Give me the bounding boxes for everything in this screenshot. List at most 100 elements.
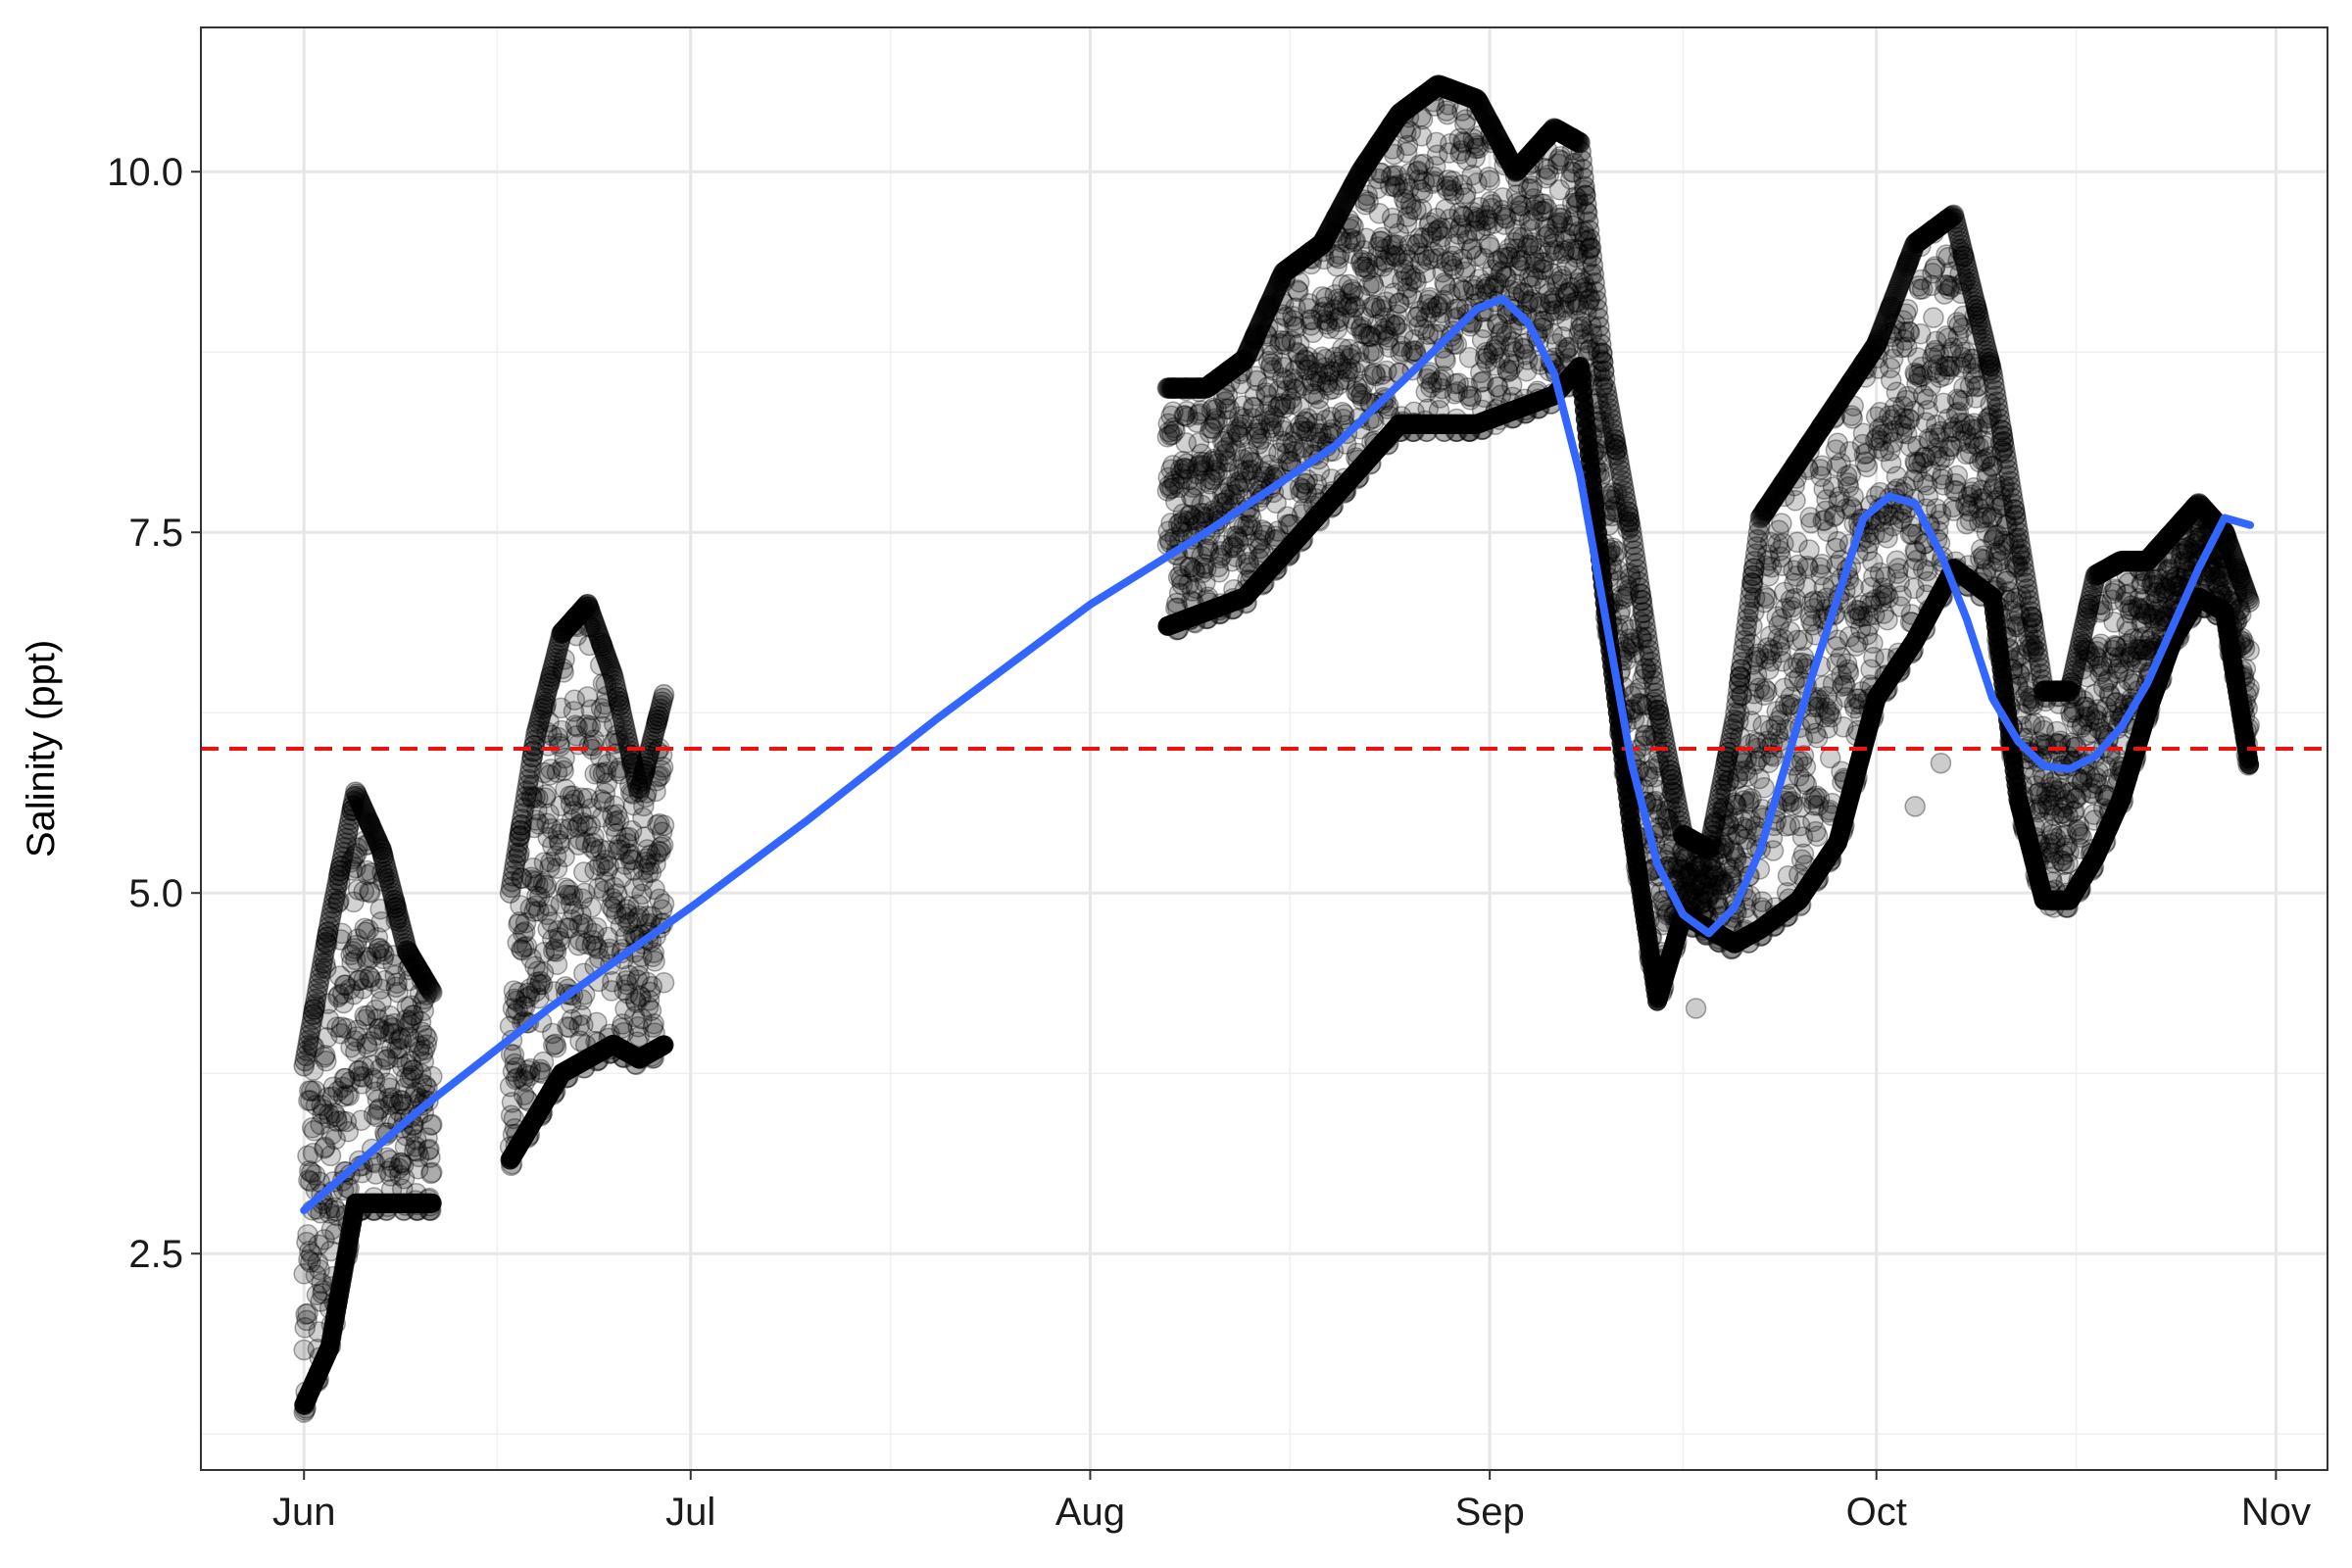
observation-point	[297, 1302, 318, 1325]
observation-point	[330, 929, 352, 951]
observation-point	[330, 856, 352, 877]
observation-point	[374, 1046, 396, 1068]
observation-point	[382, 1092, 405, 1113]
observation-point	[355, 804, 376, 826]
observation-point	[405, 1136, 426, 1157]
observation-point	[316, 931, 337, 954]
observation-point	[347, 787, 369, 809]
observation-point	[310, 1113, 331, 1136]
observation-point	[300, 1014, 322, 1036]
observation-point	[299, 1159, 320, 1182]
observation-point	[315, 1045, 336, 1066]
observation-point	[390, 1152, 412, 1174]
observation-point	[357, 808, 378, 830]
observation-point	[395, 1008, 417, 1031]
observation-point	[315, 1136, 336, 1158]
observation-point	[309, 1258, 330, 1281]
observation-point	[388, 1029, 410, 1051]
observation-point	[391, 921, 414, 944]
observation-point	[385, 897, 407, 918]
observation-point	[335, 1110, 358, 1133]
observation-point	[353, 880, 375, 903]
observation-point	[368, 835, 390, 857]
observation-point	[303, 1120, 325, 1142]
observation-point	[330, 922, 353, 945]
observation-point	[366, 943, 388, 964]
observation-point	[316, 957, 337, 980]
observation-point	[413, 1051, 435, 1073]
observation-point	[1753, 777, 1775, 799]
observation-point	[402, 949, 423, 971]
observation-point	[373, 866, 395, 889]
observation-point	[349, 791, 371, 813]
observation-point	[325, 878, 347, 901]
observation-point	[352, 1066, 374, 1088]
observation-point	[336, 1084, 359, 1105]
observation-point	[394, 1077, 416, 1099]
observation-point	[318, 916, 340, 938]
observation-point	[323, 888, 345, 909]
observation-point	[315, 937, 336, 958]
observation-point	[394, 932, 416, 955]
observation-point	[401, 948, 422, 969]
observation-point	[366, 828, 388, 851]
observation-point	[546, 954, 568, 975]
observation-point	[302, 1143, 324, 1164]
observation-point	[653, 971, 675, 994]
observation-point	[379, 1165, 402, 1187]
observation-point	[389, 1164, 411, 1186]
observation-point	[384, 893, 406, 914]
observation-point	[382, 954, 405, 976]
observation-point	[396, 996, 418, 1018]
observation-point	[339, 1071, 361, 1093]
observation-point	[367, 927, 389, 949]
observation-point	[321, 1086, 344, 1107]
observation-point	[396, 1054, 418, 1075]
observation-point	[545, 1036, 567, 1058]
observation-point	[398, 1026, 420, 1048]
observation-point	[314, 1138, 335, 1159]
observation-point	[654, 1035, 674, 1055]
observation-point	[380, 1107, 403, 1130]
observation-point	[352, 978, 374, 1000]
observation-point	[340, 852, 362, 873]
observation-point	[297, 1035, 318, 1056]
observation-point	[390, 914, 412, 937]
observation-point	[376, 1072, 398, 1095]
observation-point	[336, 1177, 359, 1199]
observation-point	[301, 1035, 323, 1056]
observation-point	[312, 952, 333, 974]
observation-point	[397, 958, 419, 981]
observation-point	[313, 947, 334, 969]
observation-point	[368, 938, 390, 959]
observation-point	[358, 809, 379, 832]
observation-point	[306, 1284, 328, 1306]
observation-point	[370, 911, 392, 933]
observation-point	[395, 1066, 417, 1089]
observation-point	[308, 972, 329, 995]
observation-point	[346, 785, 368, 808]
observation-point	[369, 1057, 391, 1080]
observation-point	[354, 917, 375, 940]
observation-point	[406, 1129, 427, 1151]
observation-point	[344, 786, 366, 808]
observation-point	[367, 1089, 389, 1111]
observation-point	[342, 940, 364, 962]
observation-point	[367, 1007, 389, 1030]
observation-point	[410, 962, 432, 985]
observation-point	[301, 1008, 323, 1031]
observation-point	[390, 1089, 412, 1111]
observation-point	[387, 981, 409, 1004]
observation-point	[334, 832, 357, 854]
observation-point	[341, 859, 363, 881]
observation-point	[389, 1101, 411, 1123]
observation-point	[370, 991, 392, 1012]
observation-point	[300, 1019, 321, 1041]
observation-point	[338, 813, 360, 836]
observation-point	[409, 983, 431, 1004]
observation-point	[330, 851, 353, 872]
observation-point	[391, 1028, 413, 1051]
observation-point	[399, 945, 420, 966]
